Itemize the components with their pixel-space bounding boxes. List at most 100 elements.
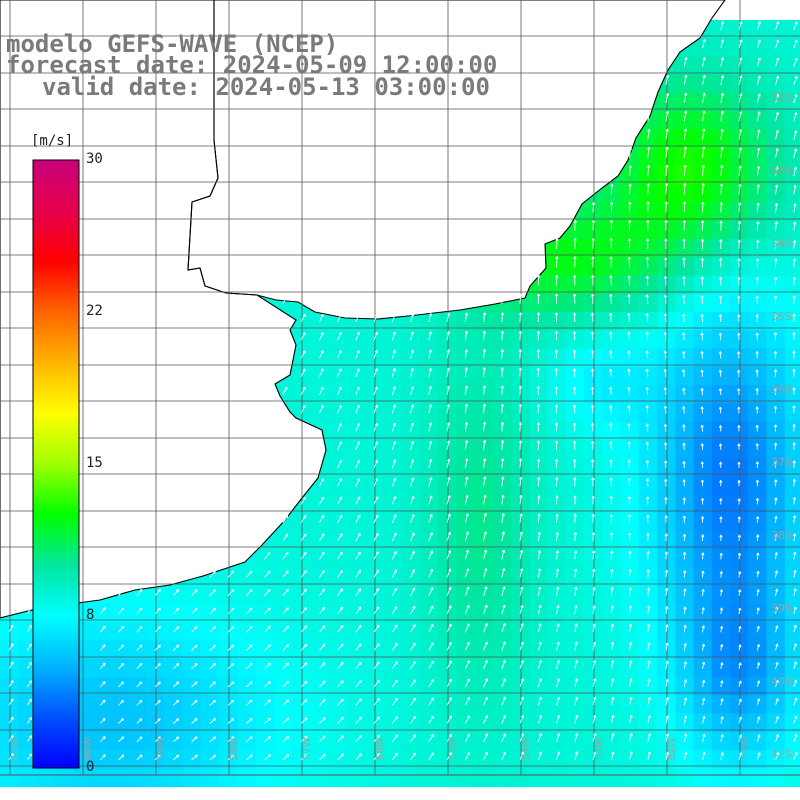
wind-vector-arrow	[555, 274, 559, 286]
wind-vector-arrow	[590, 404, 595, 414]
wind-speed-cell	[784, 129, 800, 149]
wind-vector-arrow	[719, 461, 723, 469]
wind-speed-cell	[638, 768, 658, 788]
wind-vector-arrow	[518, 293, 523, 304]
wind-vector-arrow	[628, 201, 632, 213]
wind-vector-arrow	[793, 112, 798, 122]
wind-vector-arrow	[300, 405, 306, 414]
wind-vector-arrow	[682, 387, 686, 396]
wind-vector-arrow	[701, 201, 705, 213]
wind-speed-cell	[474, 768, 494, 788]
wind-speed-cell	[401, 768, 421, 788]
wind-speed-cell	[584, 330, 603, 350]
wind-speed-cell	[36, 768, 56, 788]
wind-vector-arrow	[554, 331, 558, 341]
wind-vector-arrow	[793, 39, 798, 49]
wind-vector-arrow	[719, 480, 723, 487]
wind-vector-arrow	[682, 313, 686, 323]
wind-vector-arrow	[337, 331, 342, 341]
wind-vector-arrow	[464, 403, 469, 414]
wind-vector-arrow	[718, 369, 723, 377]
wind-vector-arrow	[610, 183, 614, 195]
wind-speed-cell	[784, 38, 800, 58]
wind-vector-arrow	[609, 350, 613, 359]
wind-vector-arrow	[410, 386, 414, 396]
wind-vector-arrow	[683, 75, 688, 85]
wind-speed-cell	[620, 366, 640, 386]
wind-vector-arrow	[572, 331, 577, 341]
wind-speed-cell	[584, 768, 603, 788]
wind-speed-cell	[200, 768, 220, 788]
wind-speed-cell	[784, 622, 800, 642]
wind-vector-arrow	[718, 332, 723, 341]
wind-vector-arrow	[446, 367, 450, 377]
wind-vector-arrow	[738, 111, 743, 122]
wind-vector-arrow	[590, 331, 595, 341]
wind-vector-arrow	[355, 441, 360, 450]
colorbar-tick-8: 8	[86, 607, 95, 623]
wind-vector-arrow	[464, 494, 469, 505]
wind-vector-arrow	[318, 350, 324, 359]
wind-vector-arrow	[282, 295, 288, 305]
wind-vector-arrow	[627, 350, 631, 359]
wind-vector-arrow	[410, 349, 414, 359]
wind-speed-cell	[784, 713, 800, 733]
wind-vector-arrow	[554, 404, 559, 414]
wind-speed-cell	[784, 147, 800, 167]
wind-speed-cell	[620, 275, 640, 295]
wind-speed-cell	[109, 768, 129, 788]
wind-vector-arrow	[518, 385, 522, 396]
latitude-label: 37S	[771, 456, 792, 469]
wind-speed-cell	[784, 476, 800, 496]
wind-vector-arrow	[738, 57, 743, 67]
latitude-label: 34S	[771, 237, 792, 250]
wind-vector-arrow	[591, 256, 595, 268]
wind-vector-arrow	[646, 238, 650, 250]
wind-vector-arrow	[410, 422, 415, 432]
wind-vector-arrow	[645, 460, 650, 469]
wind-vector-arrow	[663, 294, 668, 304]
wind-vector-arrow	[682, 201, 687, 213]
wind-vector-arrow	[627, 405, 631, 414]
wind-speed-cell	[657, 768, 676, 788]
wind-vector-arrow	[755, 351, 759, 359]
wind-vector-arrow	[610, 201, 614, 213]
wind-vector-arrow	[665, 164, 669, 177]
land-mask	[0, 0, 725, 618]
wind-vector-arrow	[318, 368, 324, 377]
wind-vector-arrow	[756, 239, 760, 250]
wind-vector-arrow	[793, 57, 798, 67]
wind-vector-arrow	[702, 39, 706, 49]
wind-speed-cell	[18, 768, 38, 788]
wind-vector-arrow	[609, 495, 613, 505]
wind-speed-cell	[730, 768, 749, 788]
wind-vector-arrow	[609, 477, 613, 487]
wind-vector-arrow	[428, 349, 432, 359]
wind-vector-arrow	[647, 110, 651, 122]
wind-vector-arrow	[428, 440, 433, 450]
wind-vector-arrow	[719, 220, 723, 231]
wind-speed-cell	[693, 768, 713, 788]
wind-vector-arrow	[702, 110, 706, 122]
wind-vector-arrow	[755, 424, 759, 432]
wind-vector-arrow	[536, 386, 540, 395]
wind-vector-arrow	[737, 295, 741, 304]
wind-vector-arrow	[464, 440, 469, 450]
wind-vector-arrow	[719, 183, 724, 195]
wind-vector-arrow	[737, 388, 741, 396]
wind-vector-arrow	[337, 405, 342, 414]
colorbar-tick-22: 22	[86, 303, 103, 319]
wind-vector-arrow	[701, 164, 706, 177]
wind-vector-arrow	[591, 293, 595, 304]
wind-vector-arrow	[446, 476, 451, 487]
wind-vector-arrow	[645, 313, 649, 323]
wind-vector-arrow	[664, 238, 668, 250]
wind-vector-arrow	[682, 220, 686, 231]
wind-vector-arrow	[373, 404, 378, 414]
wind-vector-arrow	[554, 440, 559, 450]
wind-vector-arrow	[501, 476, 505, 487]
wind-vector-arrow	[755, 479, 760, 487]
wind-vector-arrow	[482, 367, 486, 377]
valid-date: valid date: 2024-05-13 03:00:00	[42, 73, 490, 101]
wind-speed-cell	[784, 385, 800, 404]
